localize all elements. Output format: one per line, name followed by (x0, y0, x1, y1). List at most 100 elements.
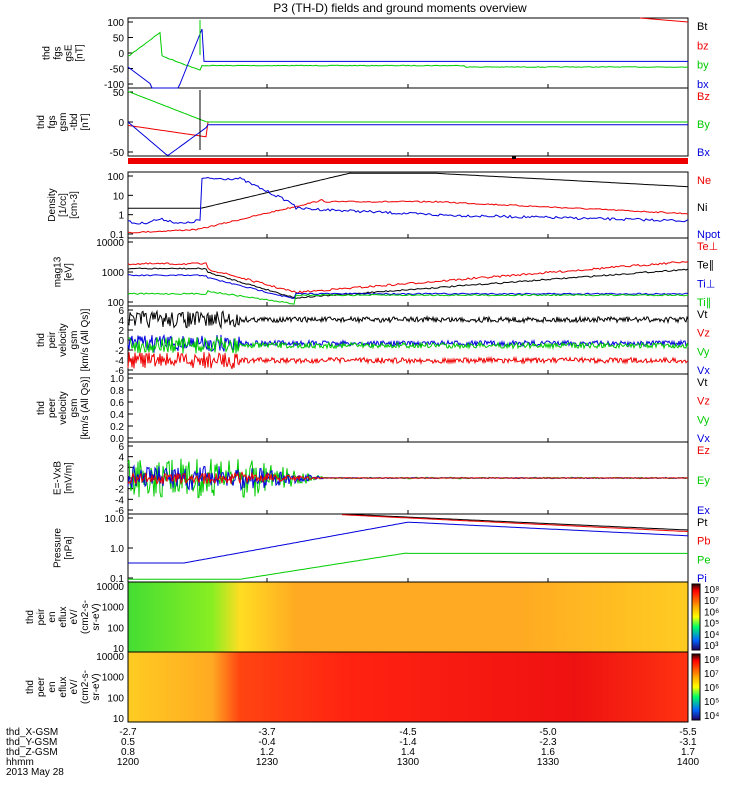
x-tick-value: 0.8 (121, 747, 135, 758)
ytick-label: 10 (113, 191, 125, 202)
colorbar (691, 653, 701, 721)
colorbar-tick: 10⁵ (704, 619, 719, 630)
y-axis-label: -tbd (69, 113, 80, 130)
y-axis-label: thd (36, 333, 47, 347)
x-tick-value: -3.7 (258, 727, 276, 738)
series-Vy (127, 335, 689, 354)
legend-by: By (697, 119, 710, 131)
ytick-label: -4 (115, 495, 124, 506)
x-tick-value: 1300 (397, 757, 420, 768)
legend-ne: Ne (697, 175, 711, 187)
x-tick-value: -2.3 (539, 737, 557, 748)
ytick-label: 4 (118, 316, 124, 327)
heatmap-peer (128, 652, 688, 722)
series-Ey (127, 458, 689, 499)
legend-vx: Vx (697, 433, 710, 445)
x-tick-value: -1.4 (399, 737, 417, 748)
y-axis-label: Density (47, 188, 58, 221)
legend-ey: Ey (697, 475, 710, 487)
legend-pb: Pb (697, 536, 710, 548)
legend-by: by (697, 60, 709, 72)
ytick-label: 4 (118, 453, 124, 464)
series-Te-par (127, 267, 689, 299)
series-bx (127, 28, 688, 89)
series-By (127, 90, 688, 123)
series-Npot (127, 176, 689, 225)
ytick-label: 50 (113, 88, 125, 99)
series-Ti-par (127, 290, 688, 305)
legend-vz: Vz (697, 396, 710, 408)
y-axis-label: fgs (47, 115, 58, 128)
series-Vt (127, 309, 689, 330)
x-tick-value: -0.4 (258, 737, 276, 748)
ytick-label: 100 (107, 298, 124, 309)
y-axis-label: [mV/m] (64, 462, 75, 494)
y-axis-label: peer (47, 397, 58, 418)
ytick-label: 0 (118, 118, 124, 129)
legend-bx: Bx (697, 147, 710, 159)
ytick-label: 10000 (96, 582, 124, 593)
y-axis-label: thd (36, 401, 47, 415)
legend-ti⊥: Ti⊥ (697, 278, 715, 290)
y-axis-label: eflux (58, 676, 69, 697)
series-Vz (127, 351, 689, 370)
y-axis-label: eflux (58, 606, 69, 627)
panel-frame-peer_velocity (127, 373, 689, 443)
ytick-label: -6 (115, 366, 124, 377)
ytick-label: 1.0 (110, 374, 124, 385)
x-tick-value: -4.5 (399, 727, 417, 738)
ytick-label: 1.0 (110, 544, 124, 555)
y-axis-label: thd (25, 680, 36, 694)
colorbar-tick: 10⁸ (704, 655, 719, 666)
x-tick-value: -5.5 (679, 727, 697, 738)
colorbar-tick: 10³ (704, 641, 719, 652)
colorbar-tick: 10⁷ (704, 596, 719, 607)
date-label: 2013 May 28 (6, 767, 64, 778)
ytick-label: 6 (118, 306, 124, 317)
y-axis-label: gsm (69, 331, 80, 350)
y-axis-label: Pressure (53, 528, 64, 568)
legend-ni: Ni (697, 202, 707, 214)
panel-frame-pressure (127, 513, 689, 583)
ytick-label: 1000 (102, 268, 125, 279)
colorbar-tick: 10⁴ (704, 711, 719, 722)
ytick-label: -50 (110, 148, 125, 159)
x-tick-value: 1.4 (401, 747, 415, 758)
legend-pe: Pe (697, 554, 710, 566)
x-tick-value: -2.7 (119, 727, 137, 738)
legend-pi: Pi (697, 573, 707, 585)
x-tick-value: 0.5 (121, 737, 135, 748)
ytick-label: 0 (118, 474, 124, 485)
ytick-label: 10000 (96, 238, 124, 249)
y-axis-label: velocity (58, 391, 69, 424)
ytick-label: -50 (110, 65, 125, 76)
y-axis-label: gsE (64, 44, 75, 62)
heatmap-peir (128, 582, 688, 652)
series-Pb (341, 514, 689, 532)
x-tick-value: 1.7 (681, 747, 695, 758)
ytick-label: 0.6 (110, 398, 124, 409)
y-axis-label: eV/ (69, 679, 80, 694)
figure-title: P3 (TH-D) fields and ground moments over… (273, 1, 527, 15)
ytick-label: 100 (107, 172, 124, 183)
y-axis-label: thd (36, 115, 47, 129)
ytick-label: 100 (107, 693, 124, 704)
ytick-label: 10 (113, 714, 125, 725)
legend-vt: Vt (697, 377, 707, 389)
colorbar-tick: 10⁶ (704, 683, 719, 694)
ytick-label: 1000 (102, 603, 125, 614)
series-Pt (342, 513, 689, 531)
colorbar-tick: 10⁶ (704, 607, 719, 618)
heatmap-frame (127, 651, 689, 723)
y-axis-label: gsm (58, 113, 69, 132)
series-Pi (128, 521, 689, 564)
x-tick-value: 1.2 (260, 747, 274, 758)
ytick-label: -2 (115, 346, 124, 357)
y-axis-label: sr-eV) (91, 603, 102, 630)
y-axis-label: gsm (69, 399, 80, 418)
y-axis-label: E=-VxB (53, 461, 64, 496)
legend-te⊥: Te⊥ (697, 241, 718, 253)
series-Ez (127, 471, 689, 485)
ytick-label: 0.4 (110, 410, 124, 421)
